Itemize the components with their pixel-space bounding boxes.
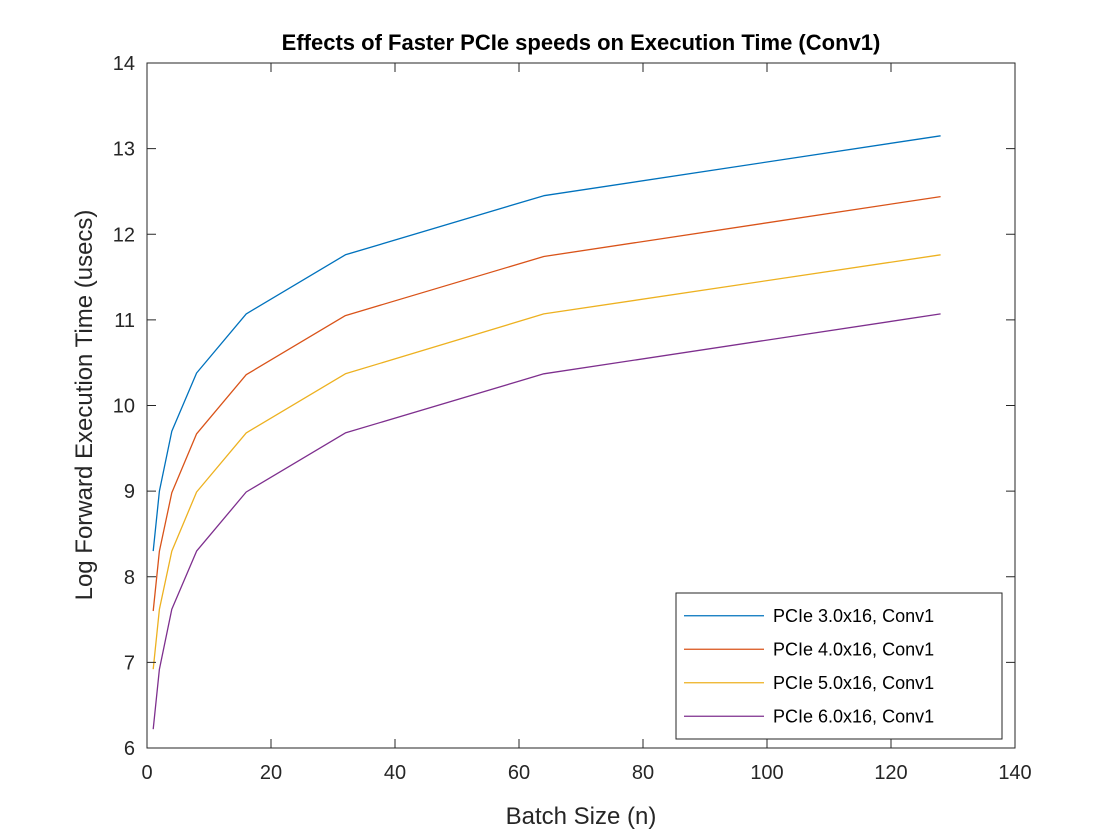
x-axis-label: Batch Size (n) bbox=[506, 803, 657, 830]
y-axis-label: Log Forward Execution Time (usecs) bbox=[71, 210, 98, 601]
y-tick-label: 8 bbox=[124, 567, 135, 589]
x-tick-label: 140 bbox=[998, 762, 1031, 784]
legend: PCIe 3.0x16, Conv1 PCIe 4.0x16, Conv1 PCIe… bbox=[675, 592, 1003, 740]
series-line-4 bbox=[152, 313, 941, 730]
y-tick-label: 12 bbox=[113, 224, 135, 246]
y-tick-label: 11 bbox=[114, 310, 135, 332]
legend-label-4: PCIe 6.0x16, Conv1 bbox=[773, 706, 934, 726]
x-tick-label: 40 bbox=[384, 762, 406, 784]
series-line-1 bbox=[152, 135, 941, 552]
y-tick-label: 6 bbox=[124, 738, 135, 760]
x-tick-label: 80 bbox=[632, 762, 654, 784]
legend-box bbox=[675, 592, 1003, 740]
series-line-2 bbox=[152, 195, 941, 612]
tick-layer: 0 20 40 60 80 100 120 140 6 7 8 9 10 11 12 13 14 bbox=[113, 53, 1032, 784]
y-tick-label: 14 bbox=[113, 53, 135, 75]
x-tick-label: 100 bbox=[750, 762, 783, 784]
y-tick-label: 9 bbox=[124, 481, 135, 503]
legend-label-1: PCIe 3.0x16, Conv1 bbox=[773, 606, 934, 626]
x-tick-label: 120 bbox=[874, 762, 907, 784]
legend-label-2: PCIe 4.0x16, Conv1 bbox=[773, 639, 934, 659]
series-layer bbox=[152, 135, 941, 730]
x-tick-label: 0 bbox=[141, 762, 152, 784]
y-tick-label: 10 bbox=[113, 396, 135, 418]
x-tick-label: 20 bbox=[260, 762, 282, 784]
series-line-3 bbox=[152, 254, 941, 670]
chart-title: Effects of Faster PCIe speeds on Executi… bbox=[282, 30, 881, 55]
y-tick-label: 13 bbox=[113, 139, 135, 161]
y-tick-label: 7 bbox=[124, 652, 135, 674]
legend-label-3: PCIe 5.0x16, Conv1 bbox=[773, 673, 934, 693]
x-tick-label: 60 bbox=[508, 762, 530, 784]
